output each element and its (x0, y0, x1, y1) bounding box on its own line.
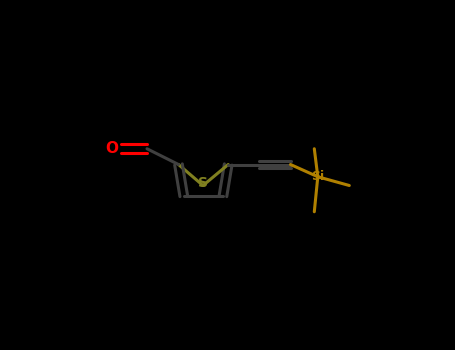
Text: S: S (198, 176, 208, 190)
Text: O: O (105, 141, 118, 156)
Text: Si: Si (311, 170, 324, 183)
